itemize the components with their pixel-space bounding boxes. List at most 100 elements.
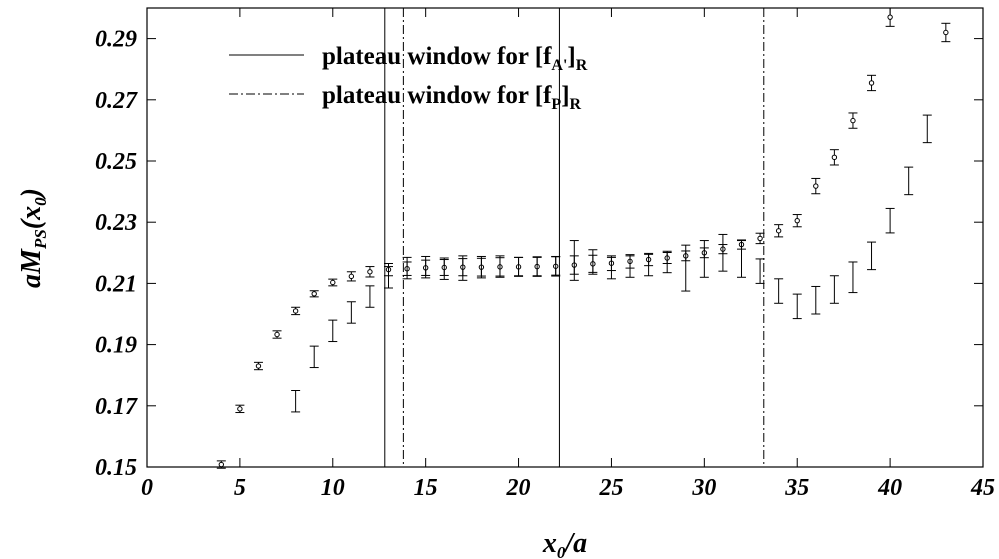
point-marker — [255, 363, 262, 369]
data-point-series-2 — [922, 114, 932, 144]
legend-label: plateau window for [fA']R — [322, 43, 588, 74]
y-tick-label: 0.23 — [95, 210, 137, 236]
y-tick-label: 0.29 — [95, 27, 137, 53]
data-point-series-2 — [365, 285, 375, 308]
y-axis-label: aMPS(x0) — [16, 188, 50, 288]
data-point-series-2 — [867, 241, 877, 271]
data-point-series-1 — [235, 404, 245, 414]
legend-text-tail: R — [570, 96, 582, 113]
point-marker — [943, 29, 949, 36]
data-point-series-2 — [421, 255, 431, 279]
point-marker — [292, 308, 299, 314]
legend-text-sub: A' — [551, 57, 567, 74]
data-point-series-1 — [253, 361, 263, 371]
point-marker — [274, 331, 280, 338]
point-marker — [330, 279, 336, 286]
x-tick-label: 40 — [877, 475, 902, 501]
data-point-series-1 — [941, 22, 951, 43]
point-marker — [757, 235, 763, 242]
series-markers — [216, 7, 951, 469]
data-point-series-2 — [811, 285, 821, 315]
point-marker — [868, 80, 875, 86]
data-point-series-1 — [829, 149, 839, 166]
data-point-series-1 — [755, 232, 765, 245]
point-marker — [850, 117, 856, 124]
data-point-series-1 — [291, 306, 301, 316]
x-tick-label: 10 — [321, 475, 345, 501]
data-point-series-2 — [328, 319, 338, 343]
data-point-series-2 — [718, 233, 728, 272]
data-point-series-2 — [384, 266, 394, 289]
plot-frame — [146, 7, 984, 468]
data-point-series-2 — [569, 240, 579, 281]
data-point-series-2 — [699, 240, 709, 278]
data-point-series-2 — [606, 256, 616, 280]
legend-text-main: plateau window for [f — [322, 43, 552, 70]
x-tick-label: 35 — [784, 475, 809, 501]
y-tick-label: 0.17 — [95, 394, 138, 420]
point-marker — [887, 14, 893, 20]
data-point-series-2 — [904, 166, 914, 196]
data-point-series-2 — [439, 257, 449, 280]
data-point-series-1 — [811, 177, 821, 195]
data-point-series-2 — [662, 250, 672, 274]
data-point-series-2 — [644, 253, 654, 277]
x-tick-label: 0 — [141, 475, 153, 501]
data-point-series-1 — [848, 112, 858, 129]
data-point-series-2 — [514, 256, 524, 277]
vertical-lines — [384, 8, 765, 467]
data-point-series-1 — [309, 290, 319, 298]
data-point-series-1 — [885, 7, 895, 27]
point-marker — [775, 228, 782, 234]
y-tick-label: 0.27 — [95, 88, 138, 114]
legend-text-main: plateau window for [f — [322, 82, 552, 109]
y-tick-label: 0.15 — [95, 455, 137, 481]
data-point-series-2 — [736, 240, 746, 278]
x-tick-label: 5 — [234, 475, 246, 501]
data-point-series-1 — [216, 460, 226, 469]
point-marker — [367, 269, 373, 275]
x-tick-label: 25 — [598, 475, 623, 501]
data-point-series-2 — [402, 256, 412, 280]
y-tick-label: 0.19 — [95, 333, 137, 359]
x-tick-label: 45 — [970, 475, 995, 501]
data-point-series-1 — [365, 266, 375, 278]
data-point-series-2 — [681, 244, 691, 292]
data-point-series-2 — [792, 293, 802, 320]
point-marker — [813, 183, 819, 189]
data-point-series-2 — [848, 261, 858, 294]
data-point-series-1 — [328, 278, 338, 287]
data-point-series-2 — [755, 258, 765, 284]
data-point-series-2 — [291, 390, 301, 413]
legend-text-close: ] — [567, 43, 575, 70]
data-point-series-1 — [272, 330, 282, 339]
legend-text-close: ] — [561, 82, 569, 109]
legend-text-sub: P — [551, 96, 561, 113]
data-point-series-2 — [495, 255, 505, 278]
x-tick-label: 20 — [506, 475, 531, 501]
y-ticks: 0.15 0.17 0.19 0.21 0.23 0.25 0.27 0.29 — [95, 27, 983, 481]
data-point-series-2 — [476, 255, 486, 279]
data-point-series-1 — [867, 74, 877, 92]
data-point-series-2 — [458, 255, 468, 281]
point-marker — [794, 217, 800, 224]
data-point-series-1 — [346, 271, 356, 282]
point-marker — [348, 273, 355, 280]
y-tick-label: 0.21 — [95, 271, 137, 297]
x-axis-label: x0/a — [542, 528, 587, 559]
data-point-series-2 — [532, 256, 542, 277]
y-tick-label: 0.25 — [95, 149, 137, 175]
point-marker — [831, 154, 838, 161]
data-point-series-2 — [774, 278, 784, 304]
x-ticks: 0 5 10 15 20 25 30 35 40 45 — [141, 8, 995, 501]
data-point-series-1 — [774, 224, 784, 238]
x-tick-label: 15 — [414, 475, 438, 501]
data-point-series-2 — [309, 345, 319, 369]
data-point-series-2 — [829, 275, 839, 304]
data-point-series-2 — [885, 207, 895, 234]
data-point-series-2 — [625, 255, 635, 278]
data-point-series-1 — [792, 214, 802, 228]
legend-label: plateau window for [fP]R — [322, 82, 582, 113]
